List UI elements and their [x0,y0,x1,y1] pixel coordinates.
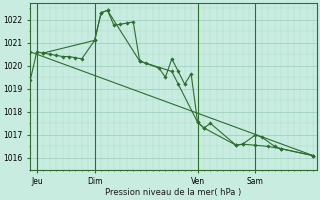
X-axis label: Pression niveau de la mer( hPa ): Pression niveau de la mer( hPa ) [105,188,242,197]
